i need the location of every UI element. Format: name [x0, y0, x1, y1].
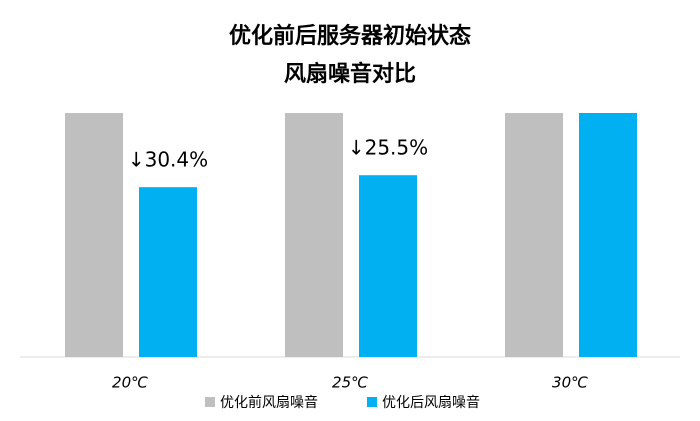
x-tick-label: 20℃ — [112, 374, 148, 392]
x-tick-label: 30℃ — [552, 374, 588, 392]
bar — [285, 113, 343, 357]
bar — [359, 175, 417, 357]
bar — [139, 187, 197, 357]
legend-label: 优化前风扇噪音 — [220, 394, 318, 411]
chart-title: 风扇噪音对比 — [284, 61, 416, 87]
legend-swatch — [205, 397, 215, 407]
annotation: ↓30.4% — [128, 148, 208, 172]
legend-swatch — [367, 397, 377, 407]
bar — [65, 113, 123, 357]
bar — [579, 113, 637, 357]
legend-label: 优化后风扇噪音 — [382, 394, 480, 411]
x-tick-label: 25℃ — [332, 374, 368, 392]
bar — [505, 113, 563, 357]
chart-title: 优化前后服务器初始状态 — [229, 23, 471, 49]
annotation: ↓25.5% — [348, 136, 428, 160]
